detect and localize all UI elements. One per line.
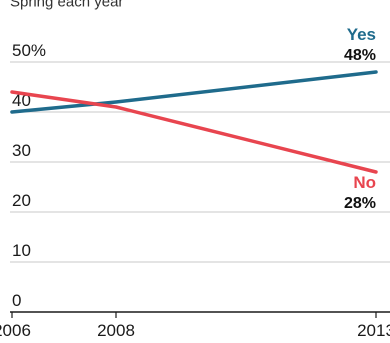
x-axis-ticks: 2006 2008 2013: [0, 312, 390, 340]
gridlines: [10, 61, 390, 313]
series-name-no: No: [353, 173, 376, 192]
series-value-no: 28%: [344, 195, 376, 212]
series-value-yes: 48%: [344, 47, 376, 64]
y-tick-label: 0: [12, 291, 21, 310]
chart-subtitle: Spring each year: [10, 0, 123, 11]
x-tick-label: 2013: [357, 321, 390, 340]
y-tick-label: 30: [12, 141, 31, 160]
series-lines: [10, 70, 378, 174]
x-tick-label: 2008: [97, 321, 135, 340]
series-name-yes: Yes: [347, 25, 376, 44]
y-tick-label: 20: [12, 191, 31, 210]
x-tick-label: 2006: [0, 321, 31, 340]
series-annotations: Yes 48% No 28%: [344, 25, 376, 212]
y-tick-label: 50%: [12, 41, 46, 60]
series-line-yes: [10, 70, 378, 114]
series-line-no: [10, 90, 378, 174]
y-tick-label: 10: [12, 241, 31, 260]
